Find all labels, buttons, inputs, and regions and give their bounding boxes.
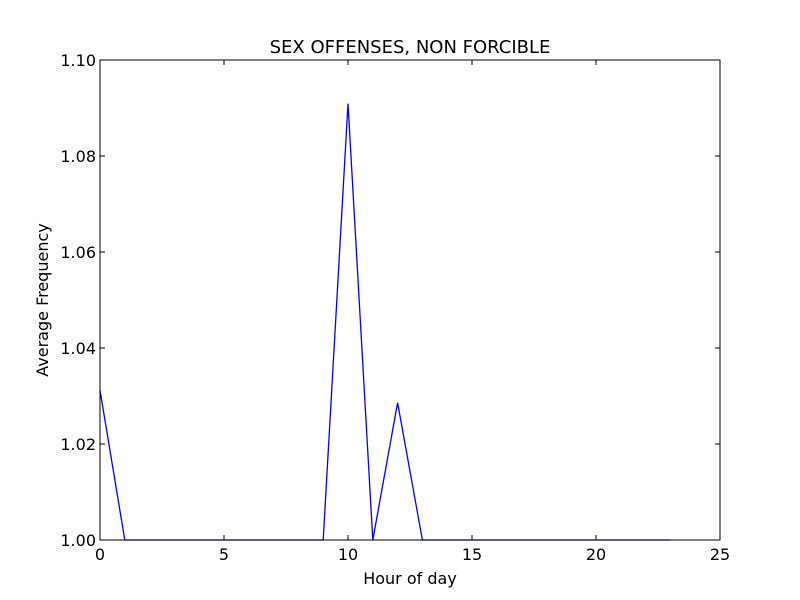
plot-frame [99,59,721,541]
y-tick-label: 1.06 [60,243,96,262]
x-tick-label: 25 [710,545,730,564]
x-tick-label: 20 [586,545,606,564]
y-tick-label: 1.04 [60,339,96,358]
y-tick-label: 1.10 [60,51,96,70]
chart-title: SEX OFFENSES, NON FORCIBLE [270,37,551,58]
y-axis-label: Average Frequency [33,223,52,376]
y-tick-label: 1.02 [60,435,96,454]
x-tick-label: 10 [338,545,358,564]
x-tick-label: 15 [462,545,482,564]
x-tick-label: 5 [219,545,229,564]
series-line-0 [99,103,671,541]
y-tick-label: 1.00 [60,531,96,550]
x-tick-label: 0 [95,545,105,564]
x-axis-label: Hour of day [363,569,457,588]
y-tick-label: 1.08 [60,147,96,166]
